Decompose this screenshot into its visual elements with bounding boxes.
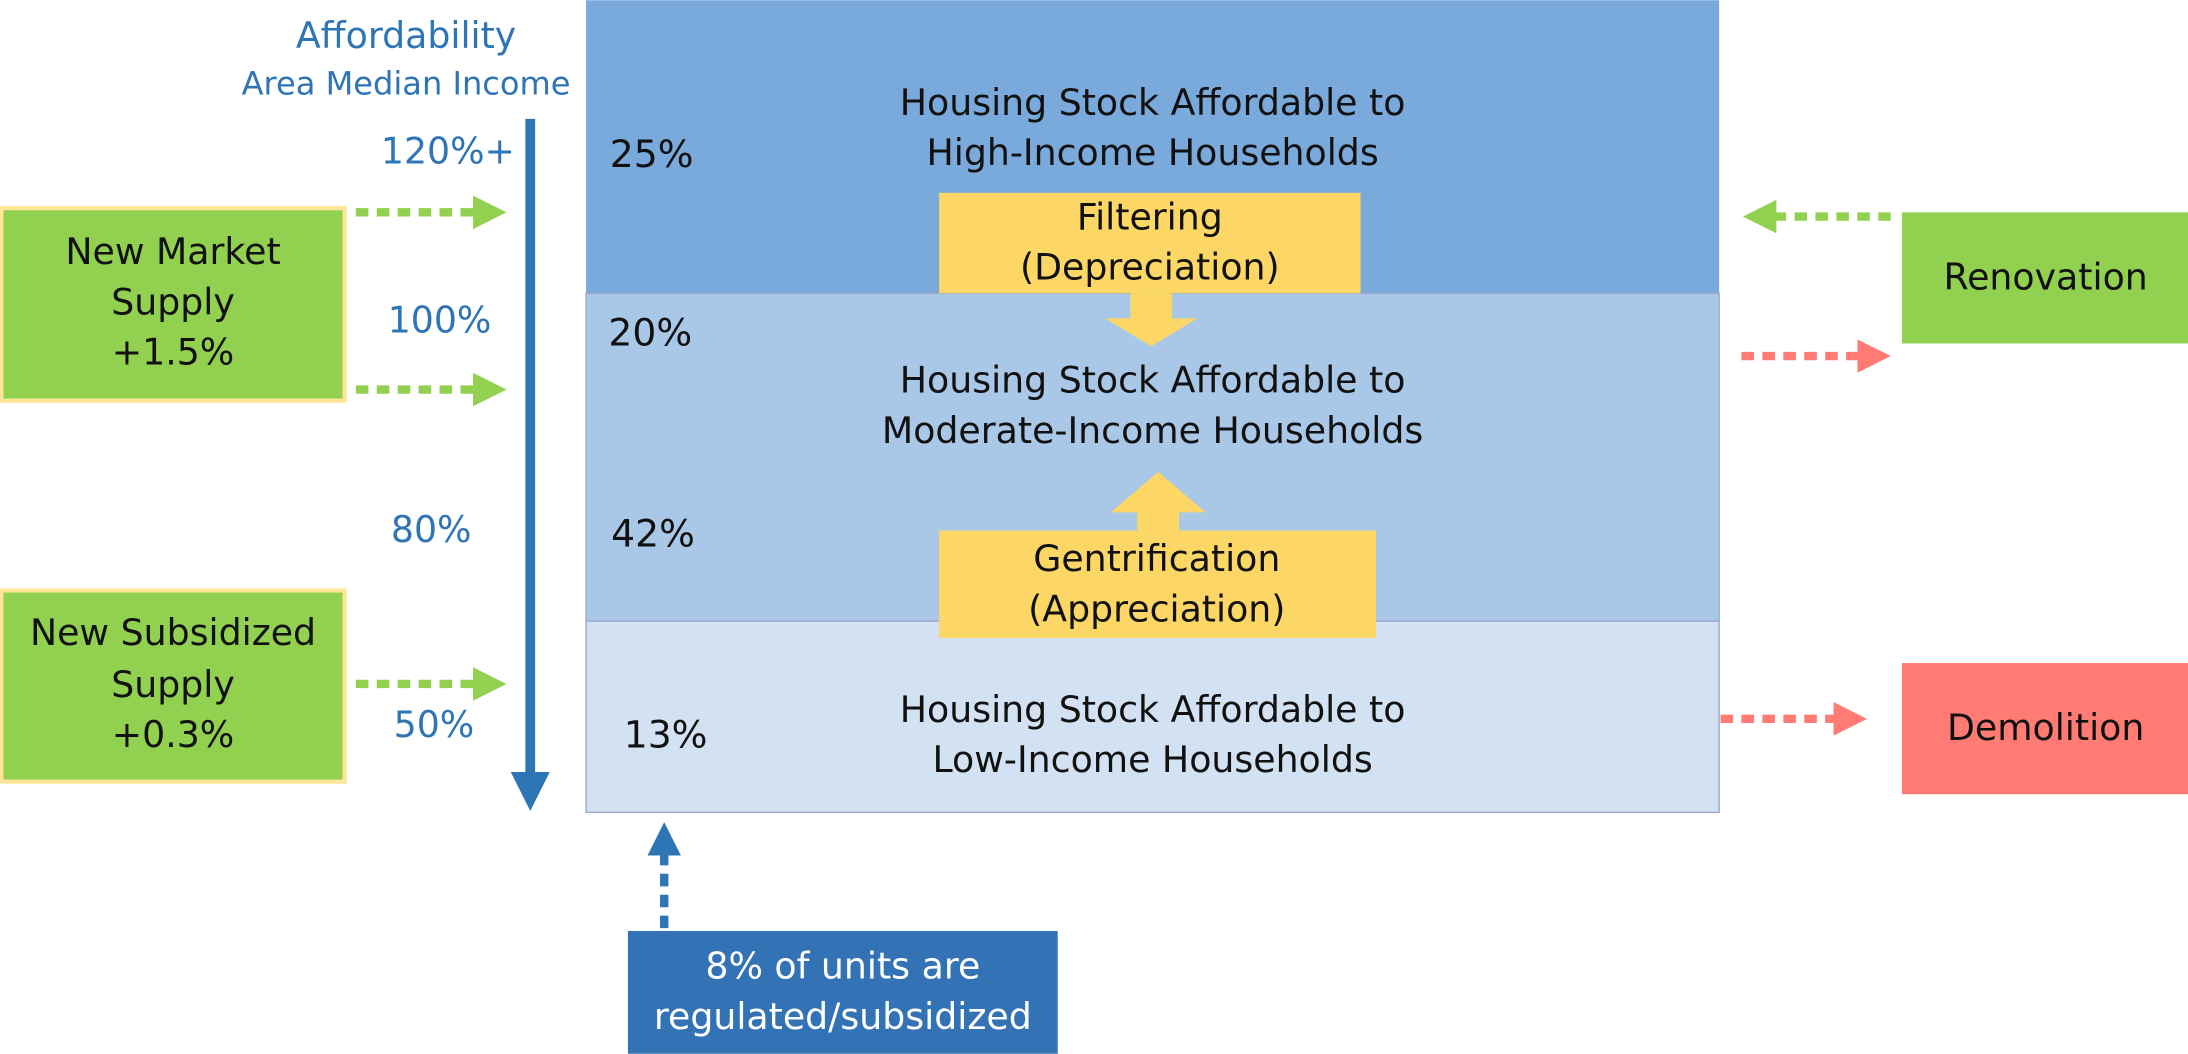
flow-text: Gentrification [1033,537,1280,580]
input-text: Supply [111,280,235,323]
output-text: Demolition [1947,706,2144,749]
input-text: New Market [65,230,280,273]
tier-share: 20% [608,311,692,355]
tier-text: Housing Stock Affordable to [900,688,1406,731]
flow-text: (Depreciation) [1020,246,1280,289]
flow-text: Filtering [1077,195,1223,238]
flow-box [939,192,1361,294]
note-box [627,930,1058,1054]
tier-text: Housing Stock Affordable to [900,359,1406,402]
axis-label: 50% [394,703,475,746]
input-box [0,206,347,403]
input-text: Supply [111,663,235,706]
tier-text: Housing Stock Affordable to [900,81,1406,124]
input-text: +0.3% [112,713,235,756]
tier-share: 25% [610,132,694,176]
input-box [0,588,347,784]
tier-share: 13% [624,713,708,757]
tier-text: High-Income Households [926,131,1378,174]
input-text: New Subsidized [30,611,316,654]
output-box [1901,212,2188,344]
note-text: regulated/subsidized [654,995,1032,1038]
axis-label: 80% [391,508,472,551]
axis-label: 100% [388,299,492,342]
tier-text: Low-Income Households [932,738,1372,781]
flow-box [939,530,1376,638]
note-text: 8% of units are [705,945,980,988]
input-text: +1.5% [112,331,235,374]
axis-subtitle: Area Median Income [242,64,571,102]
axis-title: Affordability [296,14,516,57]
output-box [1901,663,2188,795]
axis-label: 120%+ [381,130,515,173]
flow-arrow [1105,293,1198,347]
tier-share: 42% [611,512,695,556]
flow-arrow [1110,471,1206,531]
output-text: Renovation [1944,255,2148,298]
tier-text: Moderate-Income Households [882,409,1423,452]
flow-text: (Appreciation) [1028,587,1285,630]
